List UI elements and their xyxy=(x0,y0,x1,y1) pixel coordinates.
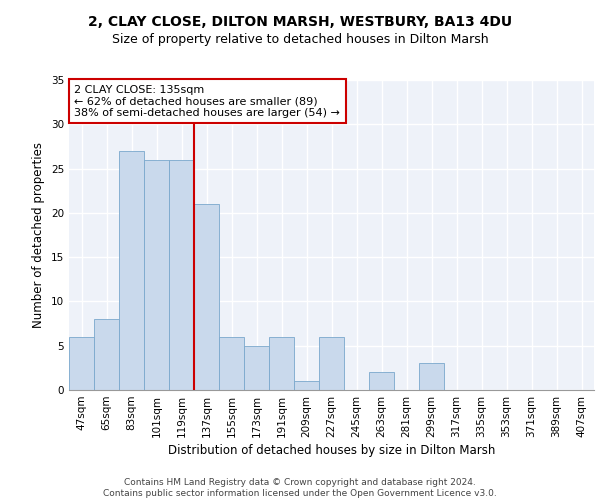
Bar xyxy=(144,160,169,390)
Text: Contains HM Land Registry data © Crown copyright and database right 2024.
Contai: Contains HM Land Registry data © Crown c… xyxy=(103,478,497,498)
Bar xyxy=(319,337,344,390)
Bar xyxy=(169,160,194,390)
Bar xyxy=(419,364,444,390)
Bar xyxy=(244,346,269,390)
Text: Size of property relative to detached houses in Dilton Marsh: Size of property relative to detached ho… xyxy=(112,32,488,46)
Bar xyxy=(294,381,319,390)
Bar xyxy=(69,337,94,390)
Bar xyxy=(269,337,294,390)
Bar xyxy=(219,337,244,390)
Text: 2 CLAY CLOSE: 135sqm
← 62% of detached houses are smaller (89)
38% of semi-detac: 2 CLAY CLOSE: 135sqm ← 62% of detached h… xyxy=(74,84,340,118)
Bar xyxy=(94,319,119,390)
Bar xyxy=(194,204,219,390)
X-axis label: Distribution of detached houses by size in Dilton Marsh: Distribution of detached houses by size … xyxy=(168,444,495,457)
Bar xyxy=(119,151,144,390)
Text: 2, CLAY CLOSE, DILTON MARSH, WESTBURY, BA13 4DU: 2, CLAY CLOSE, DILTON MARSH, WESTBURY, B… xyxy=(88,15,512,29)
Y-axis label: Number of detached properties: Number of detached properties xyxy=(32,142,46,328)
Bar xyxy=(369,372,394,390)
